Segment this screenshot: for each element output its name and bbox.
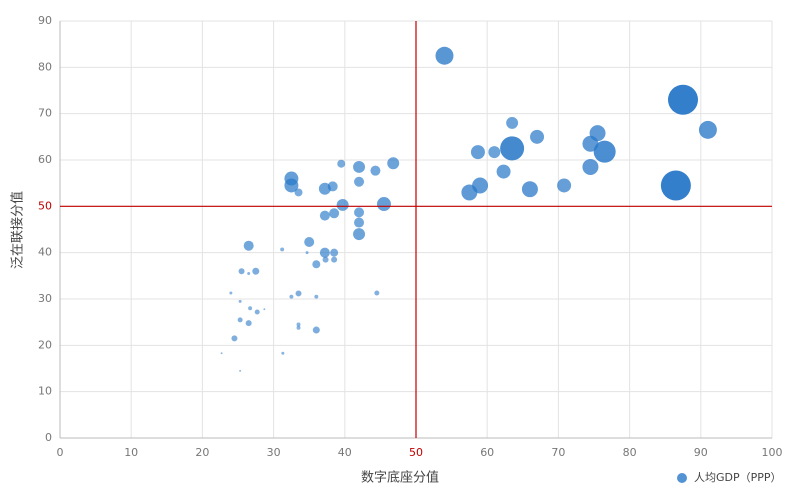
y-tick-label: 80 [38,60,52,73]
x-tick-label: 60 [480,446,494,459]
bubble [312,326,320,334]
bubble [353,228,366,241]
bubble [329,208,340,219]
bubble [248,306,253,311]
bubble [280,247,285,252]
bubble [337,159,346,168]
bubble [660,170,691,201]
x-tick-label: 20 [195,446,209,459]
bubble [289,294,294,299]
y-tick-label: 40 [38,246,52,259]
legend-marker [677,473,687,483]
bubble [374,290,380,296]
bubble [530,129,545,144]
bubble [353,160,366,173]
bubble [582,158,599,175]
bubble [229,291,233,295]
bubble [231,335,238,342]
bubble [593,140,616,163]
y-tick-label: 70 [38,107,52,120]
bubble [252,267,260,275]
y-tick-label: 10 [38,385,52,398]
bubble [376,197,391,212]
bubble [220,352,223,355]
bubble [254,309,260,315]
bubble [521,181,538,198]
x-tick-label: 40 [338,446,352,459]
x-tick-label: 10 [124,446,138,459]
bubble [336,198,349,211]
x-tick-label: 80 [623,446,637,459]
bubble [294,188,303,197]
bubble [304,237,315,248]
y-tick-label: 0 [45,431,52,444]
bubble [305,251,309,255]
y-tick-label: 90 [38,14,52,27]
bubble [319,247,330,258]
y-tick-label: 20 [38,338,52,351]
bubble [263,308,266,311]
bubble [322,256,329,263]
bubble [488,146,501,159]
bubble [239,369,242,372]
bubble [330,248,339,257]
bubble [506,116,519,129]
bubble [314,294,319,299]
x-tick-label: 30 [267,446,281,459]
bubble [319,210,330,221]
bubble [470,145,485,160]
x-axis-title: 数字底座分值 [361,470,439,486]
bubble [295,290,302,297]
bubble [354,217,365,228]
x-tick-label: 100 [762,446,783,459]
bubble [238,268,245,275]
legend-text: 人均GDP（PPP） [694,471,782,484]
bubble [284,178,299,193]
x-tick-label: 50 [409,446,423,459]
bubble [557,178,572,193]
bubble [296,322,301,327]
bubble [245,320,252,327]
bubble [312,260,321,269]
y-tick-label: 60 [38,153,52,166]
y-tick-label: 30 [38,292,52,305]
bubble [247,272,251,276]
bubble [354,207,365,218]
bubble [354,176,365,187]
bubble [331,256,338,263]
bubble [461,184,478,201]
bubble [243,240,254,251]
x-tick-label: 0 [57,446,64,459]
bubble [500,136,525,161]
bubble [281,351,285,355]
bubble [238,299,242,303]
x-tick-label: 70 [551,446,565,459]
x-tick-label: 90 [694,446,708,459]
bubble [667,84,699,115]
bubble [387,157,400,170]
bubble [296,325,301,330]
bubble [327,181,338,192]
y-tick-label: 50 [38,199,52,212]
y-axis-title: 泛在联接分值 [10,191,26,269]
bubble [698,120,717,139]
bubble [237,317,243,323]
bubble [496,164,511,179]
bubble [435,46,454,65]
bubble [370,165,381,176]
